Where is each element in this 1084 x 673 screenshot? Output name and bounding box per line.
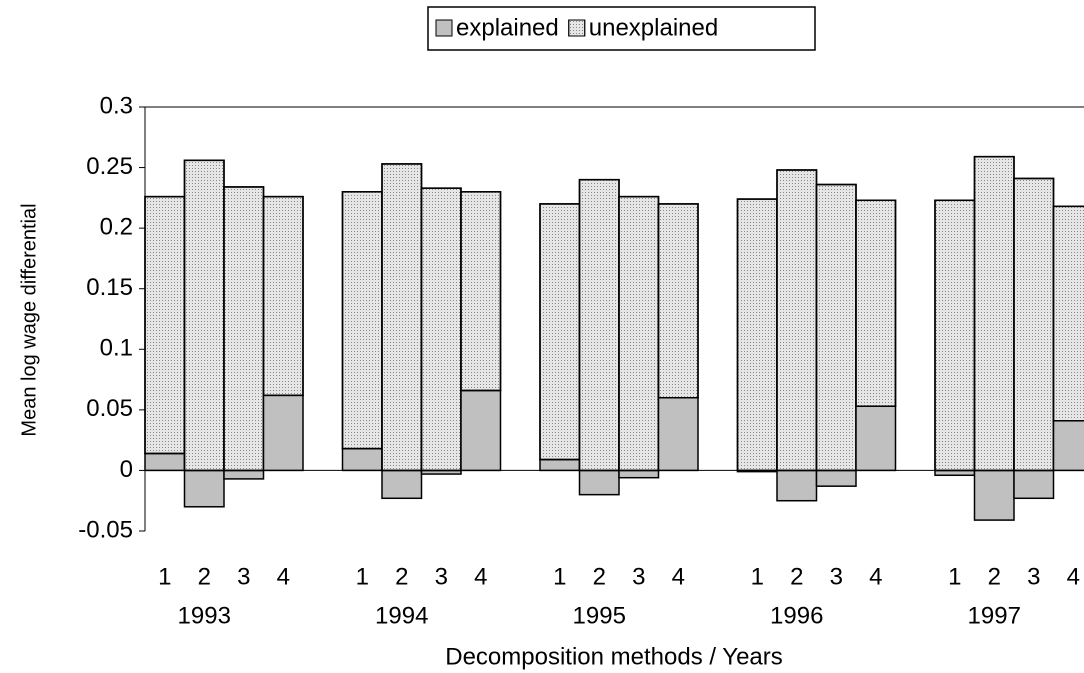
bar [381,163,423,472]
x-tick-label: 3 [830,563,843,590]
group-label: 1995 [573,602,626,629]
bar [1052,420,1084,472]
bar [539,203,581,461]
x-tick-label: 3 [237,563,250,590]
bar [144,452,186,472]
x-tick-label: 4 [869,563,882,590]
legend-box [427,6,816,51]
group-label: 1994 [375,602,428,629]
bar [657,203,699,399]
bar [1013,469,1055,500]
bar [183,469,225,508]
x-tick-label: 4 [277,563,290,590]
x-tick-label: 2 [988,563,1001,590]
x-tick-label: 4 [1067,563,1080,590]
bar [183,159,225,472]
x-tick-label: 3 [435,563,448,590]
bar [262,394,304,472]
bar [618,469,660,479]
bar [776,469,818,502]
bar [736,198,778,472]
x-tick-label: 3 [632,563,645,590]
bar [815,469,857,487]
bar [934,199,976,472]
group-label: 1996 [770,602,823,629]
x-tick-label: 1 [158,563,171,590]
bar [1013,177,1055,472]
legend-texture [568,19,586,37]
bar [578,178,620,472]
x-tick-label: 3 [1027,563,1040,590]
bar [973,155,1015,472]
bar [262,195,304,397]
legend-swatch [435,19,453,37]
x-tick-label: 2 [790,563,803,590]
x-tick-label: 2 [198,563,211,590]
bar [776,169,818,472]
x-tick-label: 2 [593,563,606,590]
y-tick-label: 0.1 [100,335,133,362]
x-tick-label: 1 [948,563,961,590]
x-tick-label: 1 [356,563,369,590]
group-label: 1993 [178,602,231,629]
bar [855,405,897,472]
bar [223,469,265,480]
y-axis-label: Mean log wage differential [18,203,40,436]
y-tick-label: 0.05 [86,395,133,422]
bar [341,447,383,472]
bar [539,458,581,472]
bar [420,187,462,472]
x-axis-label: Decomposition methods / Years [445,643,783,670]
bar [341,191,383,450]
legend-label: unexplained [589,14,718,41]
y-tick-label: 0.25 [86,153,133,180]
x-tick-label: 4 [474,563,487,590]
y-tick-label: 0.3 [100,92,133,119]
y-tick-label: 0 [120,456,133,483]
bar [381,469,423,500]
bar [460,389,502,472]
bar [578,469,620,496]
x-tick-label: 2 [395,563,408,590]
y-tick-label: -0.05 [78,516,133,543]
bar [657,396,699,472]
bar [1052,205,1084,422]
bar [815,183,857,472]
bar [223,186,265,472]
x-tick-label: 4 [672,563,685,590]
y-tick-label: 0.2 [100,213,133,240]
bar [973,469,1015,521]
bar [144,195,186,455]
bar [618,195,660,472]
x-tick-label: 1 [553,563,566,590]
x-tick-label: 1 [751,563,764,590]
legend-label: explained [456,14,559,41]
y-tick-label: 0.15 [86,274,133,301]
bar [460,191,502,392]
bar [855,199,897,407]
group-label: 1997 [968,602,1021,629]
